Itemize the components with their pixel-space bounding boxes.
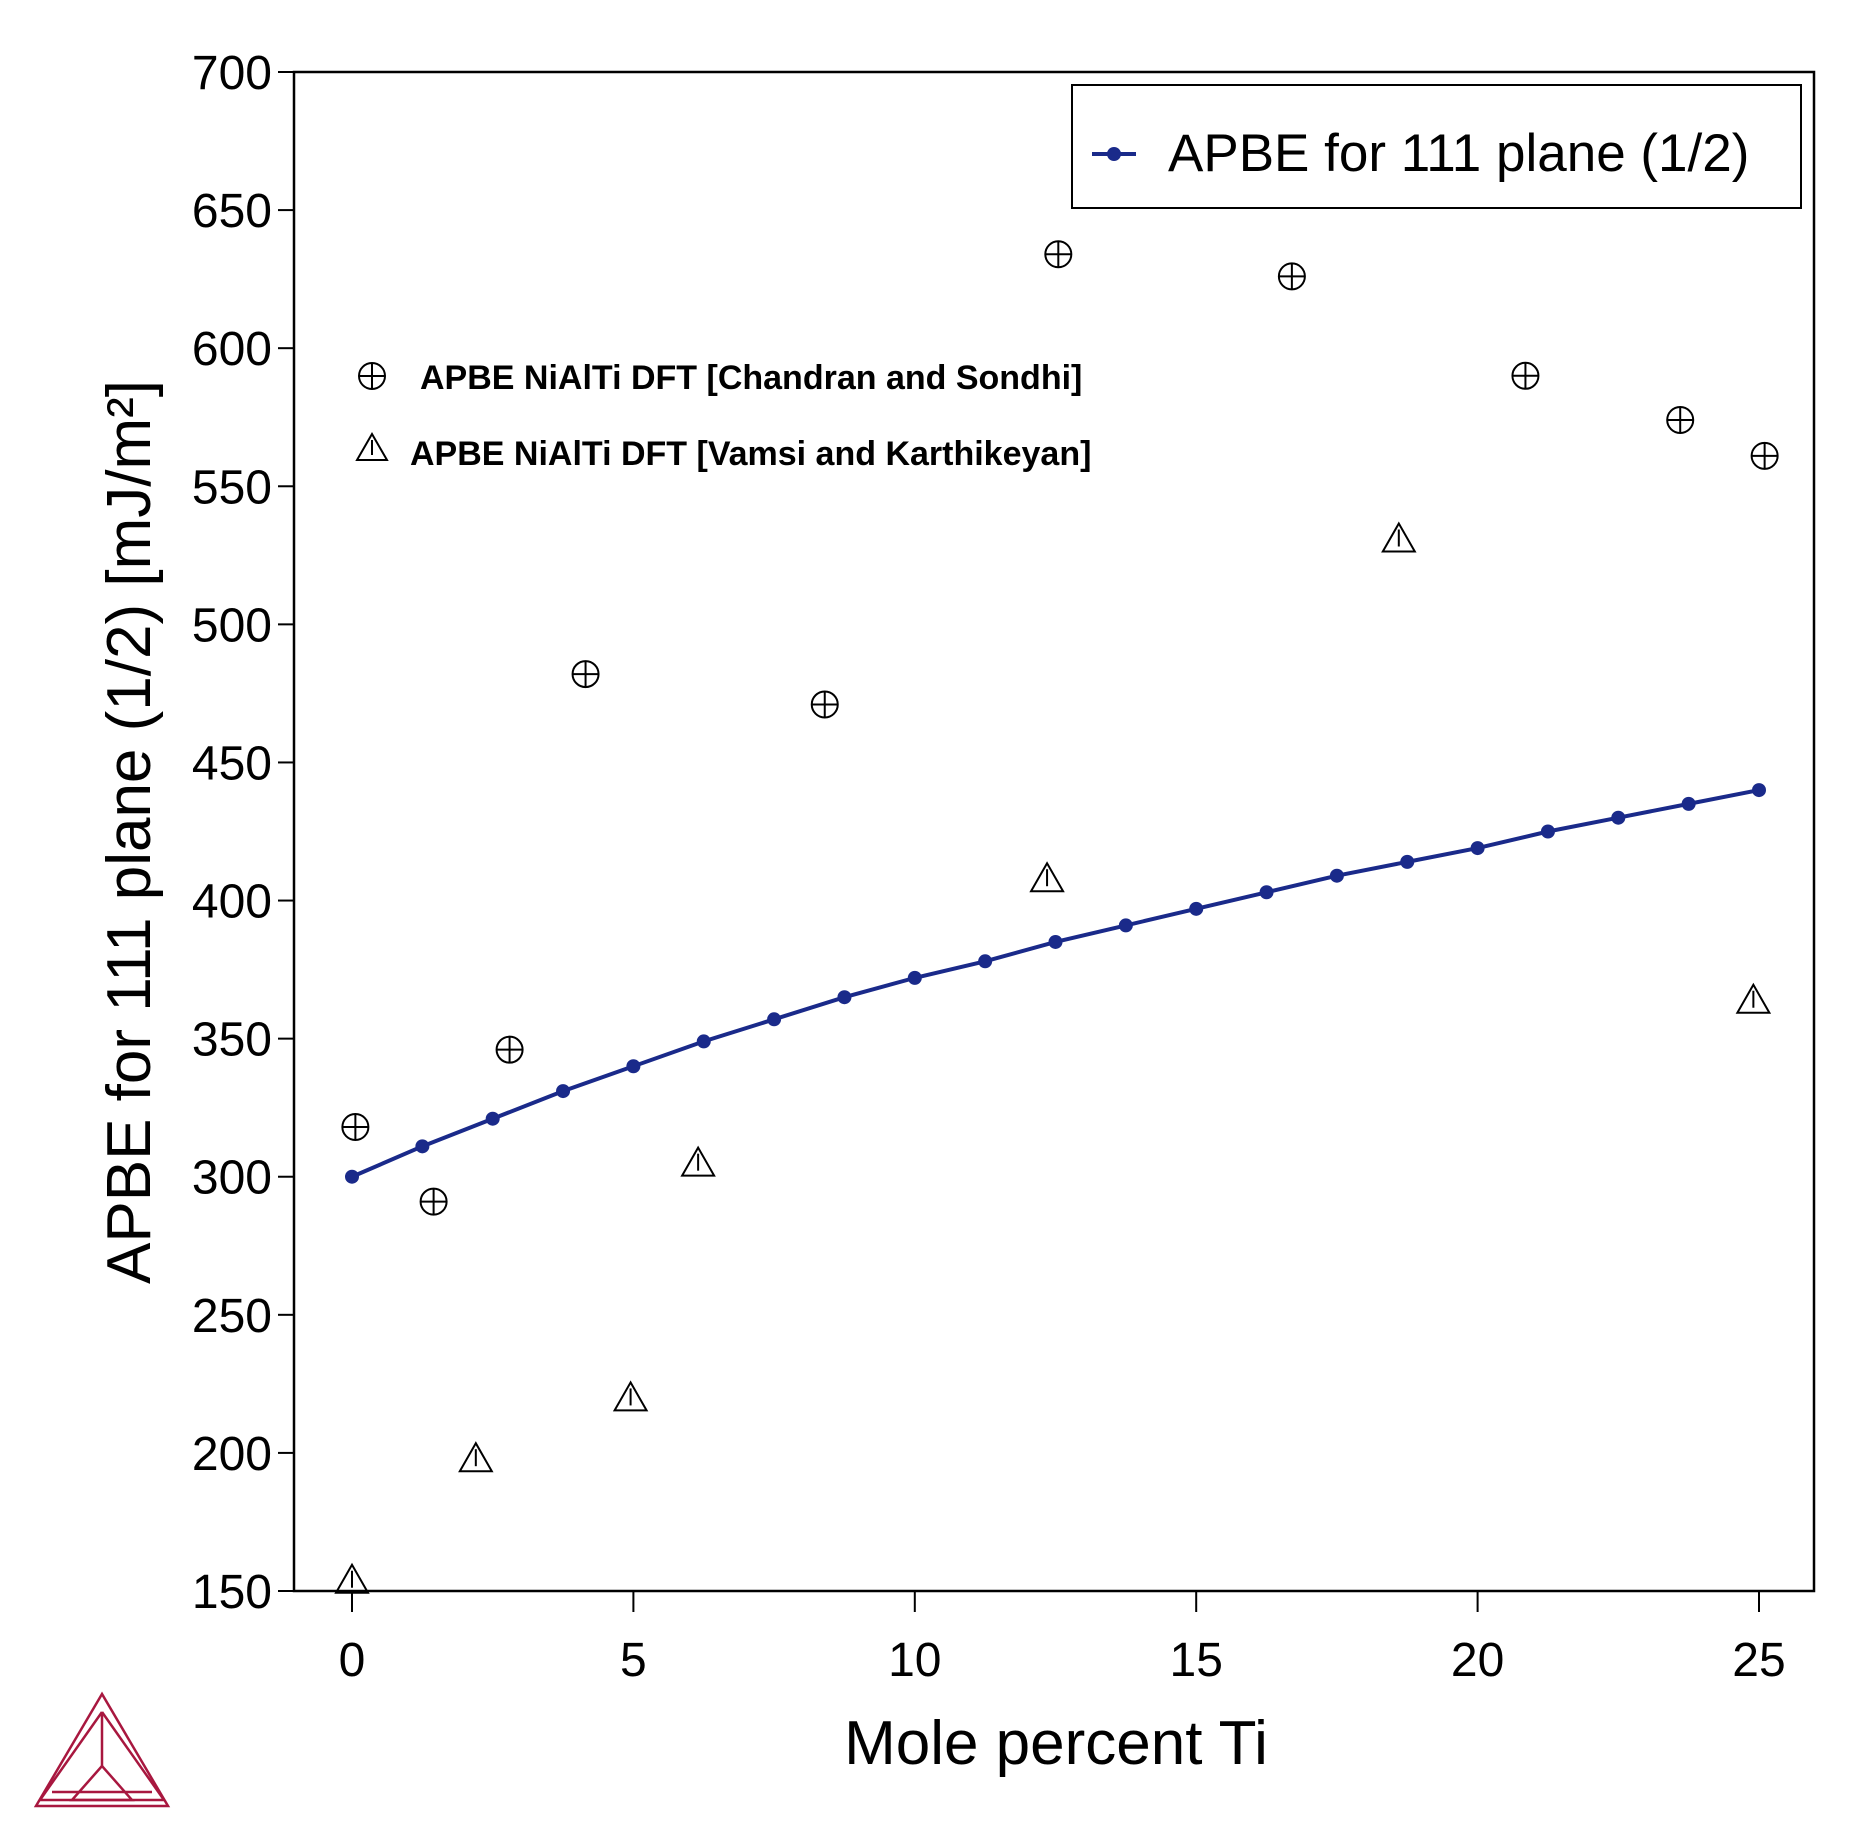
line-point [415, 1139, 430, 1154]
line-point [1681, 796, 1696, 811]
line-point [1540, 824, 1555, 839]
circle-plus-point [1511, 361, 1540, 390]
line-point [1611, 810, 1626, 825]
y-tick-label: 450 [192, 737, 272, 790]
triangle-icon [355, 431, 389, 461]
triangle-point [1381, 521, 1417, 553]
circle-plus-point [1750, 441, 1779, 470]
line-point [1400, 854, 1415, 869]
circle-plus-point [495, 1035, 524, 1064]
triangle-outline [458, 1441, 494, 1473]
axes: 0 5 10 15 20 25 150 200 250 300 350 400 450 500 550 600… [192, 47, 1786, 1687]
x-tick-label: 25 [1732, 1634, 1785, 1687]
line-point [1189, 901, 1204, 916]
x-axis-label: Mole percent Ti [844, 1709, 1268, 1778]
x-tick-label: 20 [1451, 1634, 1504, 1687]
y-axis-label: APBE for 111 plane (1/2) [mJ/m²] [95, 380, 164, 1284]
line-point [626, 1059, 641, 1074]
triangle-point [458, 1441, 494, 1473]
circle-plus-point [1666, 405, 1695, 434]
annotation-vamsi: APBE NiAlTi DFT [Vamsi and Karthikeyan] [355, 431, 1091, 473]
plot-frame [292, 70, 1816, 1593]
line-point [978, 954, 993, 969]
triangle-point [612, 1380, 649, 1412]
circle-plus-icon [358, 362, 386, 390]
series-line [351, 788, 1760, 1179]
x-tick-label: 15 [1170, 1634, 1223, 1687]
y-tick-label: 400 [192, 876, 272, 929]
y-tick-label: 700 [192, 47, 272, 100]
line-point [556, 1084, 571, 1099]
annotation-label: APBE NiAlTi DFT [Vamsi and Karthikeyan] [410, 435, 1091, 473]
legend: APBE for 111 plane (1/2) [1071, 84, 1802, 209]
triangle-point [334, 1562, 370, 1594]
line-point [1752, 783, 1766, 798]
line-point [345, 1169, 359, 1184]
triangle-point [1735, 982, 1772, 1014]
circle-plus-point [1277, 262, 1306, 291]
y-tick-label: 500 [192, 599, 272, 652]
circle-plus-point [1044, 240, 1073, 269]
y-tick-label: 200 [192, 1428, 272, 1481]
line-point [767, 1012, 782, 1027]
annotation-chandran: APBE NiAlTi DFT [Chandran and Sondhi] [358, 359, 1082, 397]
legend-box [1071, 84, 1802, 209]
triangle-outline [1735, 982, 1772, 1014]
y-tick-label: 300 [192, 1152, 272, 1205]
line-point [1118, 918, 1133, 933]
line-point [1329, 868, 1344, 883]
triangle-outline [680, 1145, 716, 1177]
legend-marker-swatch [1107, 147, 1121, 161]
y-tick-label: 350 [192, 1014, 272, 1067]
line-point [696, 1034, 711, 1049]
line-point [837, 990, 852, 1005]
line-point [1470, 841, 1485, 856]
thermo-calc-logo-icon [33, 1691, 171, 1808]
x-tick-label: 5 [620, 1634, 647, 1687]
chart-marks [334, 240, 1779, 1594]
line-point [1048, 934, 1063, 949]
y-tick-label: 550 [192, 461, 272, 514]
triangle-outline [334, 1562, 370, 1594]
triangle-point [1029, 861, 1065, 893]
y-tick-label: 150 [192, 1566, 272, 1619]
line-point [485, 1111, 500, 1126]
line-point [1259, 885, 1274, 900]
line-point [907, 970, 922, 985]
y-tick-label: 650 [192, 185, 272, 238]
circle-plus-point [341, 1113, 370, 1142]
legend-label: APBE for 111 plane (1/2) [1168, 124, 1749, 183]
y-tick-label: 250 [192, 1290, 272, 1343]
triangle-outline [1381, 521, 1417, 553]
circle-plus-point [419, 1187, 448, 1216]
y-tick-label: 600 [192, 323, 272, 376]
annotation-label: APBE NiAlTi DFT [Chandran and Sondhi] [420, 359, 1082, 397]
triangle-outline [1029, 861, 1065, 893]
triangle-point [680, 1145, 716, 1177]
x-tick-label: 0 [339, 1634, 366, 1687]
circle-plus-point [810, 690, 839, 719]
circle-plus-point [571, 660, 600, 689]
triangle-outline [612, 1380, 649, 1412]
x-tick-label: 10 [888, 1634, 941, 1687]
